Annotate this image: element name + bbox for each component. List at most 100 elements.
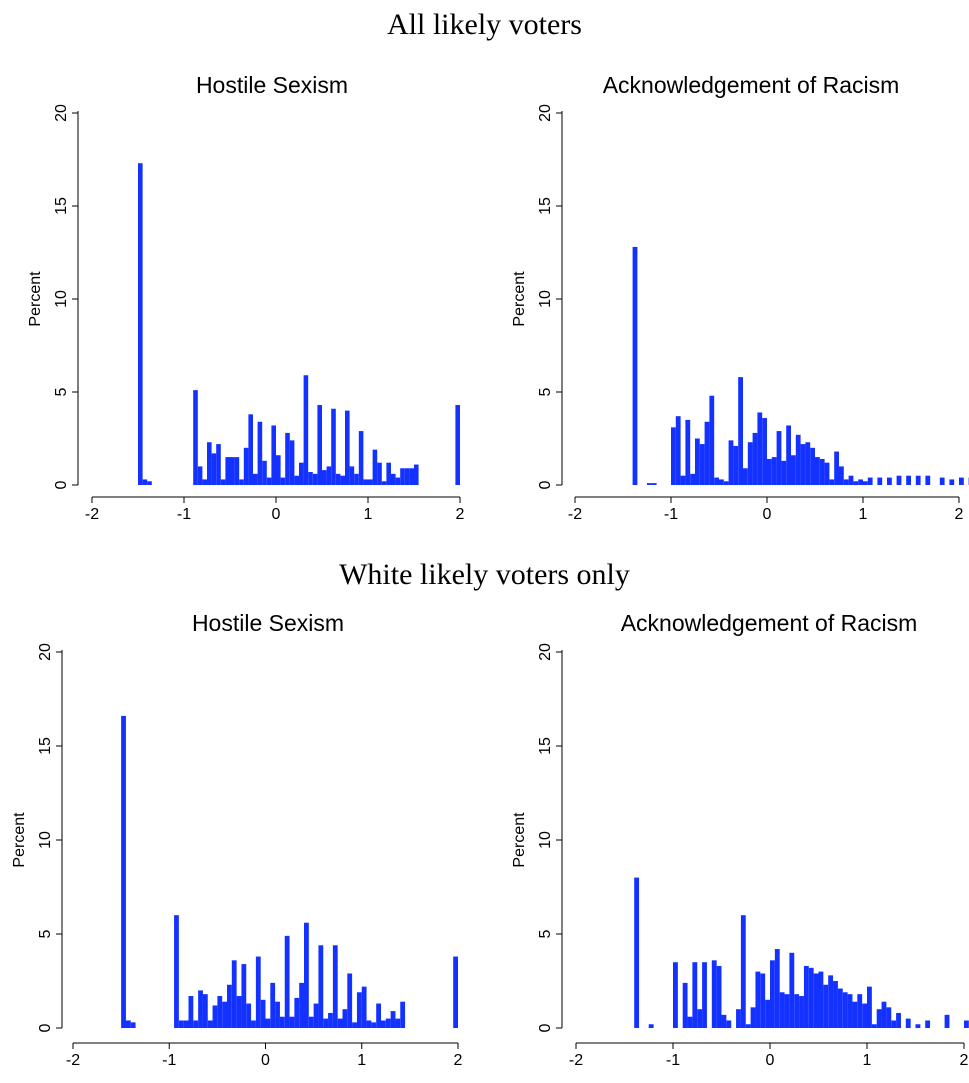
y-tick-label: 0 (537, 1023, 554, 1032)
histogram-bar (891, 1020, 897, 1028)
histogram-bar (847, 994, 853, 1028)
histogram-bar (648, 1024, 654, 1028)
histogram-bar (174, 915, 179, 1028)
histogram-bar (711, 960, 717, 1028)
histogram-bar (747, 442, 753, 485)
chart-acknowledgement-racism-white: Acknowledgement of Racism05101520Percent… (511, 610, 969, 1069)
histogram-bar (352, 1022, 357, 1028)
chart-hostile-sexism-all: Hostile Sexism 0 5 10 15 20 Percent -2 -1 0 1 2 (27, 72, 465, 523)
histogram-bar (193, 390, 198, 485)
histogram-bar (371, 1022, 377, 1028)
histogram-bar (818, 971, 824, 1028)
histogram-bar (647, 483, 652, 485)
histogram-bar (813, 973, 819, 1028)
y-tick-label: 15 (53, 197, 70, 215)
histogram-bar (340, 475, 345, 485)
histogram-bar (716, 965, 722, 1028)
histogram-bar (308, 471, 313, 485)
histogram-bar (776, 431, 782, 485)
histogram-bar (771, 457, 777, 485)
histogram-bar (925, 1020, 931, 1028)
y-tick-label: 20 (537, 104, 554, 122)
chart-acknowledgement-racism-all: Acknowledgement of Racism05101520Percent… (511, 72, 969, 523)
y-tick-label: 20 (53, 104, 70, 122)
histogram-bar (262, 460, 267, 485)
chart-title: Acknowledgement of Racism (603, 72, 900, 98)
y-tick-label: 20 (537, 643, 554, 661)
chart-hostile-sexism-white: Hostile Sexism 0 5 10 15 20 Percent -2 -1 0 1 2 (11, 610, 463, 1069)
histogram-bar (862, 1003, 867, 1028)
histogram-bar (400, 468, 405, 485)
histogram-bar (743, 468, 748, 485)
histogram-bar (829, 479, 835, 485)
histogram-bar (349, 466, 355, 485)
y-tick-label: 10 (53, 290, 70, 308)
y-tick-label: 0 (37, 1023, 54, 1032)
histogram-bar (843, 479, 849, 485)
histogram-bar (671, 427, 676, 485)
histogram-bar (308, 1016, 314, 1028)
y-tick-label: 5 (537, 387, 554, 396)
x-tick-label: 2 (456, 506, 465, 523)
histogram-bar (395, 477, 401, 485)
histogram-bar (142, 479, 148, 485)
histogram-bar (385, 1018, 391, 1028)
y-tick-label: 15 (537, 197, 554, 215)
histogram-bar (858, 479, 863, 485)
histogram-bar (345, 410, 350, 485)
chart-title: Acknowledgement of Racism (621, 610, 918, 636)
histogram-bar (284, 935, 290, 1028)
histogram-bar (381, 481, 387, 485)
histogram-bar (404, 468, 410, 485)
histogram-bar (791, 455, 796, 485)
histogram-bar (877, 477, 883, 485)
chart-title: Hostile Sexism (196, 72, 348, 98)
histogram-bar (322, 470, 327, 485)
histogram-bar (828, 975, 834, 1028)
histogram-bar (673, 962, 678, 1028)
histogram-bar (299, 462, 304, 485)
histogram-bar (289, 1016, 295, 1028)
histogram-bar (719, 479, 724, 485)
histogram-bar (275, 1001, 280, 1028)
histogram-bar (304, 922, 309, 1028)
histogram-bar (728, 440, 734, 485)
histogram-bar (842, 992, 848, 1028)
histogram-bar (896, 475, 902, 485)
histogram-bar (121, 715, 126, 1028)
histogram-bar (682, 982, 688, 1028)
histogram-bar (852, 1001, 858, 1028)
histogram-bar (695, 438, 700, 485)
histogram-bar (848, 475, 854, 485)
histogram-bar (285, 432, 290, 485)
y-tick-label: 5 (37, 929, 54, 938)
histogram-bar (755, 971, 761, 1028)
section-title-white-voters: White likely voters only (339, 558, 630, 591)
y-tick-label: 10 (537, 290, 554, 308)
histogram-bar (130, 1022, 136, 1028)
histogram-bar (687, 1016, 693, 1028)
histogram-bar (260, 999, 266, 1028)
histogram-bar (400, 1001, 406, 1028)
histogram-bar (372, 449, 378, 485)
x-tick-label: 2 (960, 1052, 969, 1069)
histogram-bar (837, 988, 843, 1028)
histogram-bar (905, 1018, 911, 1028)
histogram-bar (266, 477, 272, 485)
histogram-bar (675, 416, 681, 485)
histogram-bar (337, 1018, 343, 1028)
histogram-bar (377, 462, 382, 485)
histogram-bar (243, 447, 249, 485)
histogram-bar (390, 1011, 396, 1028)
histogram-bar (651, 483, 657, 485)
x-tick-label: 1 (357, 1052, 366, 1069)
histogram-bar (733, 445, 739, 485)
histogram-bar (265, 1018, 271, 1028)
histogram-bar (239, 479, 244, 485)
x-tick-label: -2 (568, 506, 582, 523)
histogram-bar (886, 1007, 892, 1028)
histogram-bar (779, 992, 785, 1028)
histogram-bar (824, 462, 830, 485)
histogram-bar (702, 962, 707, 1028)
y-axis-label: Percent (511, 271, 528, 327)
